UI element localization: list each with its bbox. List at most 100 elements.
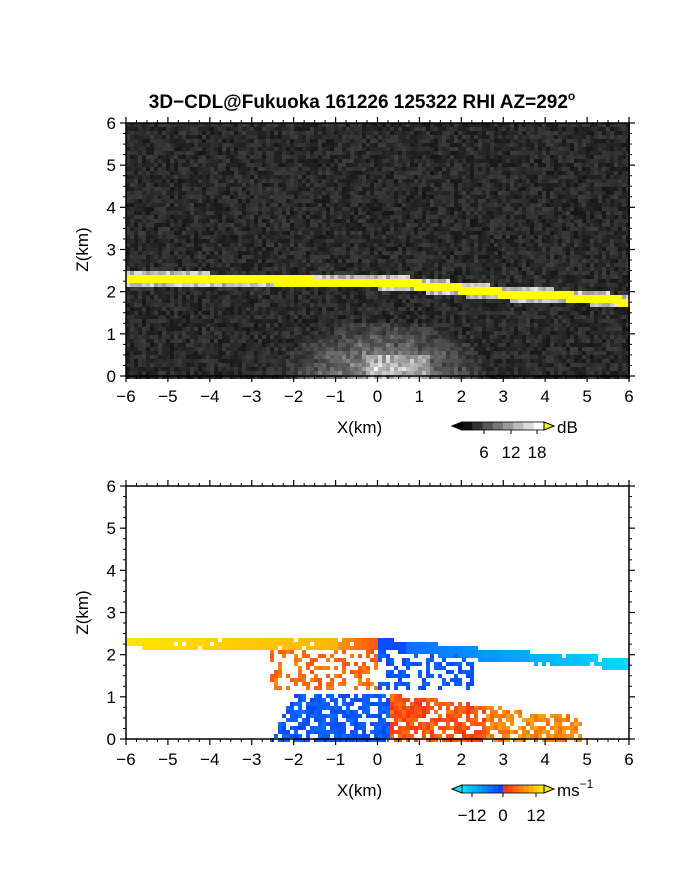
field-cell [278,343,282,347]
field-cell [326,139,330,143]
field-cell [206,155,210,159]
field-cell [190,275,194,279]
field-cell [150,167,154,171]
field-cell [162,287,166,291]
field-cell [250,291,254,295]
field-cell [298,123,302,127]
field-cell [246,223,250,227]
field-cell [226,291,230,295]
field-cell [206,183,210,187]
field-cell [186,131,190,135]
field-cell [330,183,334,187]
field-cell [258,363,262,367]
field-cell [350,187,354,191]
field-cell [346,371,350,375]
field-cell [338,291,342,295]
field-cell [410,327,414,331]
field-cell [282,171,286,175]
field-cell [330,159,334,163]
field-cell [310,187,314,191]
field-cell [378,335,382,339]
field-cell [194,179,198,183]
field-cell [358,179,362,183]
field-cell [258,159,262,163]
chart-title: 3D−CDL@Fukuoka 161226 125322 RHI AZ=292o [149,89,576,113]
field-cell [318,331,322,335]
field-cell [402,375,406,379]
field-cell [266,151,270,155]
field-cell [346,131,350,135]
field-cell [158,179,162,183]
field-cell [178,175,182,179]
field-cell [402,339,406,343]
field-cell [298,275,302,279]
field-cell [434,155,438,159]
field-cell [298,135,302,139]
field-cell [206,179,210,183]
field-cell [290,227,294,231]
field-cell [298,231,302,235]
field-cell [286,283,290,287]
field-cell [290,339,294,343]
field-cell [414,135,418,139]
field-cell [162,167,166,171]
field-cell [190,215,194,219]
field-cell [274,259,278,263]
field-cell [174,247,178,251]
field-cell [146,171,150,175]
field-cell [142,235,146,239]
field-cell [182,143,186,147]
field-cell [126,203,130,207]
field-cell [430,279,434,283]
field-cell [290,195,294,199]
field-cell [358,171,362,175]
field-cell [298,215,302,219]
field-cell [158,215,162,219]
field-cell [198,319,202,323]
field-cell [342,163,346,167]
field-cell [350,267,354,271]
field-cell [242,179,246,183]
field-cell [366,203,370,207]
field-cell [354,339,358,343]
field-cell [302,227,306,231]
field-cell [298,259,302,263]
field-cell [194,311,198,315]
field-cell [182,219,186,223]
field-cell [330,295,334,299]
field-cell [246,155,250,159]
field-cell [230,315,234,319]
field-cell [274,351,278,355]
field-cell [282,335,286,339]
field-cell [174,303,178,307]
field-cell [134,307,138,311]
field-cell [234,171,238,175]
field-cell [294,343,298,347]
field-cell [406,199,410,203]
field-cell [414,159,418,163]
field-cell [198,367,202,371]
field-cell [306,287,310,291]
field-cell [322,275,326,279]
field-cell [230,183,234,187]
field-cell [346,239,350,243]
field-cell [266,363,270,367]
field-cell [426,331,430,335]
field-cell [174,231,178,235]
field-cell [134,247,138,251]
field-cell [226,283,230,287]
field-cell [402,295,406,299]
field-cell [214,155,218,159]
field-cell [206,299,210,303]
field-cell [362,219,366,223]
field-cell [266,275,270,279]
field-cell [390,203,394,207]
field-cell [226,143,230,147]
field-cell [430,183,434,187]
field-cell [138,183,142,187]
field-cell [346,291,350,295]
field-cell [338,347,342,351]
field-cell [378,135,382,139]
field-cell [198,331,202,335]
field-cell [210,251,214,255]
